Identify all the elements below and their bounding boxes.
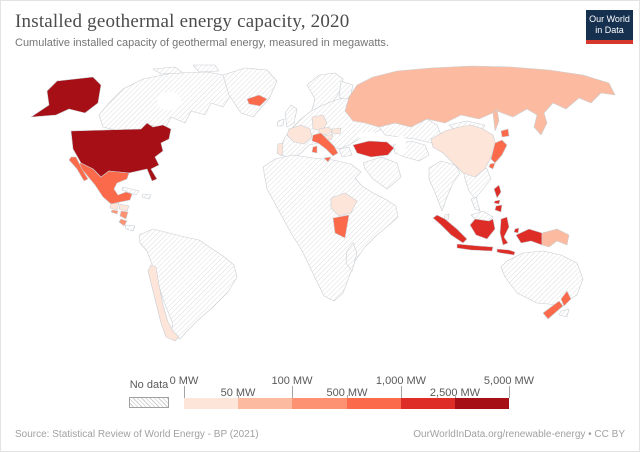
- arctic-island[interactable]: [192, 64, 220, 73]
- country-nicaragua[interactable]: [119, 210, 129, 220]
- legend-bucket-0[interactable]: [184, 398, 239, 409]
- country-ireland[interactable]: [276, 118, 285, 127]
- country-mexico-baja[interactable]: [68, 156, 89, 182]
- country-italy-sardinia[interactable]: [311, 145, 318, 154]
- region-africa[interactable]: [262, 154, 399, 302]
- source-text: Source: Statistical Review of World Ener…: [15, 429, 259, 440]
- legend-color-bar: [184, 398, 510, 409]
- owid-logo-line2: in Data: [595, 25, 624, 35]
- country-japan-honshu[interactable]: [490, 139, 508, 164]
- country-indonesia-sumatra[interactable]: [432, 214, 468, 244]
- country-portugal[interactable]: [276, 142, 284, 157]
- world-map: [1, 63, 639, 363]
- legend-tick-label: 500 MW: [326, 387, 368, 399]
- country-turkey[interactable]: [352, 140, 395, 158]
- country-kenya[interactable]: [332, 214, 350, 239]
- country-indonesia-maluku[interactable]: [513, 227, 520, 234]
- legend-tick: [184, 386, 185, 398]
- legend-bucket-3[interactable]: [346, 398, 401, 409]
- country-austria[interactable]: [318, 126, 333, 136]
- legend-bucket-4[interactable]: [400, 398, 455, 409]
- legend-tick: [292, 386, 293, 398]
- country-russia-sakhalin[interactable]: [492, 108, 500, 132]
- legend-no-data-swatch[interactable]: [129, 397, 169, 408]
- country-el-salvador[interactable]: [110, 209, 119, 215]
- country-costa-rica[interactable]: [118, 218, 128, 227]
- country-france[interactable]: [286, 124, 313, 145]
- chart-subtitle: Cumulative installed capacity of geother…: [15, 37, 389, 49]
- world-map-svg: [30, 64, 616, 342]
- country-chile[interactable]: [147, 264, 180, 342]
- legend-bucket-5[interactable]: [454, 398, 510, 409]
- hudson-bay: [157, 92, 181, 110]
- legend-tick: [509, 386, 510, 398]
- country-hungary[interactable]: [331, 127, 342, 135]
- country-russia[interactable]: [344, 65, 616, 136]
- country-sri-lanka[interactable]: [443, 213, 450, 221]
- region-arabia[interactable]: [362, 156, 402, 190]
- legend-tick-label: 100 MW: [271, 375, 313, 387]
- region-malay-peninsula[interactable]: [470, 196, 481, 212]
- country-italy[interactable]: [311, 132, 339, 157]
- country-indonesia-lesser-sunda[interactable]: [496, 248, 516, 256]
- country-greenland[interactable]: [222, 67, 278, 118]
- country-new-zealand-north[interactable]: [560, 290, 572, 307]
- country-philippines-visayas[interactable]: [493, 199, 501, 205]
- legend-tick-label: 2,500 MW: [429, 387, 481, 399]
- legend-no-data-label: No data: [129, 379, 169, 391]
- region-tasmania[interactable]: [558, 308, 570, 318]
- country-new-zealand-south[interactable]: [542, 300, 564, 320]
- country-philippines-mindanao[interactable]: [494, 204, 503, 213]
- country-cuba[interactable]: [121, 186, 140, 196]
- region-malaysia-borneo[interactable]: [470, 210, 494, 222]
- legend-tick: [238, 395, 239, 398]
- country-indonesia-sulawesi[interactable]: [499, 216, 510, 246]
- country-indonesia-west-papua[interactable]: [515, 228, 543, 246]
- owid-link[interactable]: OurWorldInData.org/renewable-energy • CC…: [413, 429, 625, 440]
- legend-tick: [455, 395, 456, 398]
- owid-logo[interactable]: Our World in Data: [586, 10, 633, 44]
- country-hispaniola[interactable]: [141, 193, 152, 200]
- country-indonesia-kalimantan[interactable]: [469, 218, 496, 240]
- country-ethiopia[interactable]: [330, 192, 358, 217]
- legend-tick: [347, 395, 348, 398]
- legend-tick-label: 0 MW: [169, 375, 199, 387]
- region-scandinavia[interactable]: [306, 72, 344, 120]
- country-honduras[interactable]: [118, 203, 130, 212]
- page-title: Installed geothermal energy capacity, 20…: [15, 11, 350, 32]
- country-indonesia-java[interactable]: [456, 243, 494, 252]
- country-guatemala[interactable]: [109, 202, 120, 211]
- country-italy-sicily[interactable]: [323, 156, 332, 163]
- country-mexico[interactable]: [76, 162, 133, 205]
- country-india[interactable]: [428, 160, 461, 212]
- country-greece[interactable]: [338, 146, 353, 158]
- arctic-island[interactable]: [152, 66, 184, 75]
- country-china[interactable]: [430, 124, 497, 178]
- black-sea: [358, 132, 380, 140]
- country-united-states-alaska[interactable]: [30, 76, 102, 118]
- country-australia[interactable]: [500, 250, 584, 306]
- legend-bucket-1[interactable]: [238, 398, 293, 409]
- country-madagascar[interactable]: [345, 242, 358, 272]
- legend-tick: [401, 386, 402, 398]
- country-philippines-luzon[interactable]: [493, 184, 502, 199]
- owid-logo-line1: Our World: [589, 14, 630, 24]
- country-panama[interactable]: [124, 224, 136, 232]
- caspian-sea: [396, 135, 406, 155]
- country-papua-new-guinea[interactable]: [541, 228, 570, 248]
- chart-footer: Source: Statistical Review of World Ener…: [1, 429, 639, 440]
- country-iceland[interactable]: [246, 94, 268, 107]
- country-germany[interactable]: [311, 114, 328, 132]
- legend-bucket-2[interactable]: [292, 398, 347, 409]
- legend-tick-label: 1,000 MW: [375, 375, 427, 387]
- legend-tick-label: 5,000 MW: [483, 375, 535, 387]
- country-japan-kyushu[interactable]: [488, 162, 496, 170]
- country-japan-hokkaido[interactable]: [500, 128, 510, 138]
- legend-tick-label: 50 MW: [220, 387, 256, 399]
- country-united-kingdom[interactable]: [284, 104, 298, 128]
